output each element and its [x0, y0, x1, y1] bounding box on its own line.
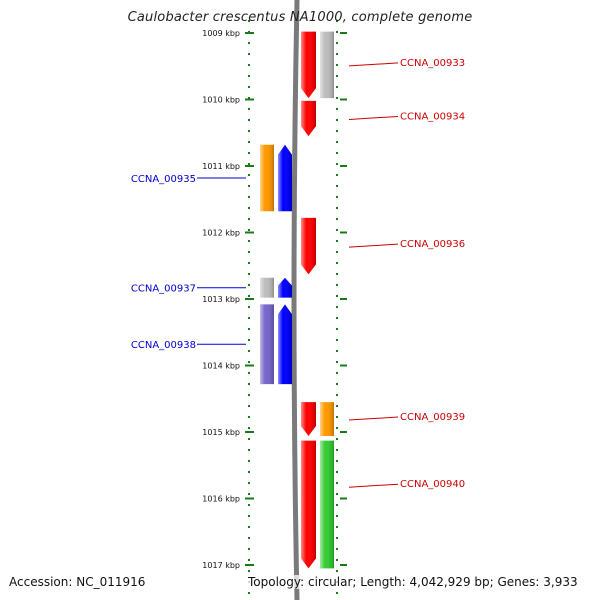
gene-label-ccna_00933[interactable]: CCNA_00933: [348, 58, 465, 69]
gene-label-ccna_00935[interactable]: CCNA_00935: [131, 174, 246, 185]
gene-label-ccna_00934[interactable]: CCNA_00934: [348, 111, 465, 122]
gene-label-ccna_00936[interactable]: CCNA_00936: [348, 239, 465, 250]
ruler-tick-label: 1015 kbp: [202, 428, 240, 437]
ruler-tick-label: 1017 kbp: [202, 561, 240, 570]
ruler-tick-label: 1016 kbp: [202, 495, 240, 504]
feature-tracks: [260, 31, 334, 569]
gene-label-ccna_00938[interactable]: CCNA_00938: [131, 340, 246, 351]
accession-text: Accession: NC_011916: [9, 575, 146, 589]
kbp-ruler: 1009 kbp 1010 kbp 1011 kbp 1012 kbp 1013 kbp…: [202, 20, 347, 600]
ruler-tick-label: 1010 kbp: [202, 96, 240, 105]
topology-info: Topology: circular; Length: 4,042,929 bp…: [248, 575, 578, 589]
ruler-tick-label: 1014 kbp: [202, 362, 240, 371]
gene-label-ccna_00937[interactable]: CCNA_00937: [131, 284, 246, 295]
gene-label-text: CCNA_00934: [400, 111, 465, 122]
ruler-tick-label: 1011 kbp: [202, 162, 240, 171]
gene-label-ccna_00939[interactable]: CCNA_00939: [348, 412, 465, 423]
gene-label-text: CCNA_00939: [400, 412, 465, 423]
genome-backbone-arc: [291, 0, 300, 600]
gene-label-text: CCNA_00935: [131, 174, 196, 185]
gene-label-text: CCNA_00940: [400, 479, 465, 490]
gene-label-text: CCNA_00933: [400, 58, 465, 69]
gene-label-ccna_00940[interactable]: CCNA_00940: [348, 479, 465, 490]
gene-label-text: CCNA_00938: [131, 340, 196, 351]
map-title: Caulobacter crescentus NA1000, complete …: [127, 10, 473, 25]
gene-label-text: CCNA_00937: [131, 284, 196, 295]
ruler-tick-label: 1012 kbp: [202, 229, 240, 238]
gene-label-text: CCNA_00936: [400, 239, 465, 250]
ruler-tick-label: 1013 kbp: [202, 295, 240, 304]
ruler-tick-label: 1009 kbp: [202, 29, 240, 38]
gene-labels: CCNA_00933 CCNA_00934 CCNA_00935 CCNA_00936…: [131, 58, 465, 490]
